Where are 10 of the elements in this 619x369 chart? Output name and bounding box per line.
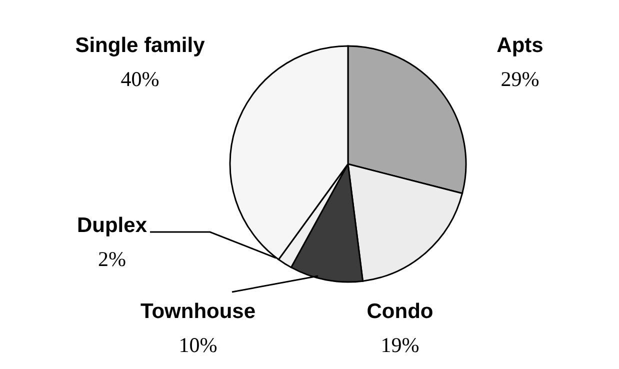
data-label: 40% xyxy=(120,67,160,91)
slice-label: Apts xyxy=(496,34,544,57)
slice-label: Townhouse xyxy=(140,300,256,323)
data-label: 10% xyxy=(178,333,218,357)
data-label: 29% xyxy=(500,67,540,91)
slice-label: Condo xyxy=(366,300,434,323)
slice-label: Single family xyxy=(75,34,206,57)
data-label: 2% xyxy=(98,247,126,271)
data-label: 19% xyxy=(380,333,420,357)
slice-label: Duplex xyxy=(76,214,148,237)
